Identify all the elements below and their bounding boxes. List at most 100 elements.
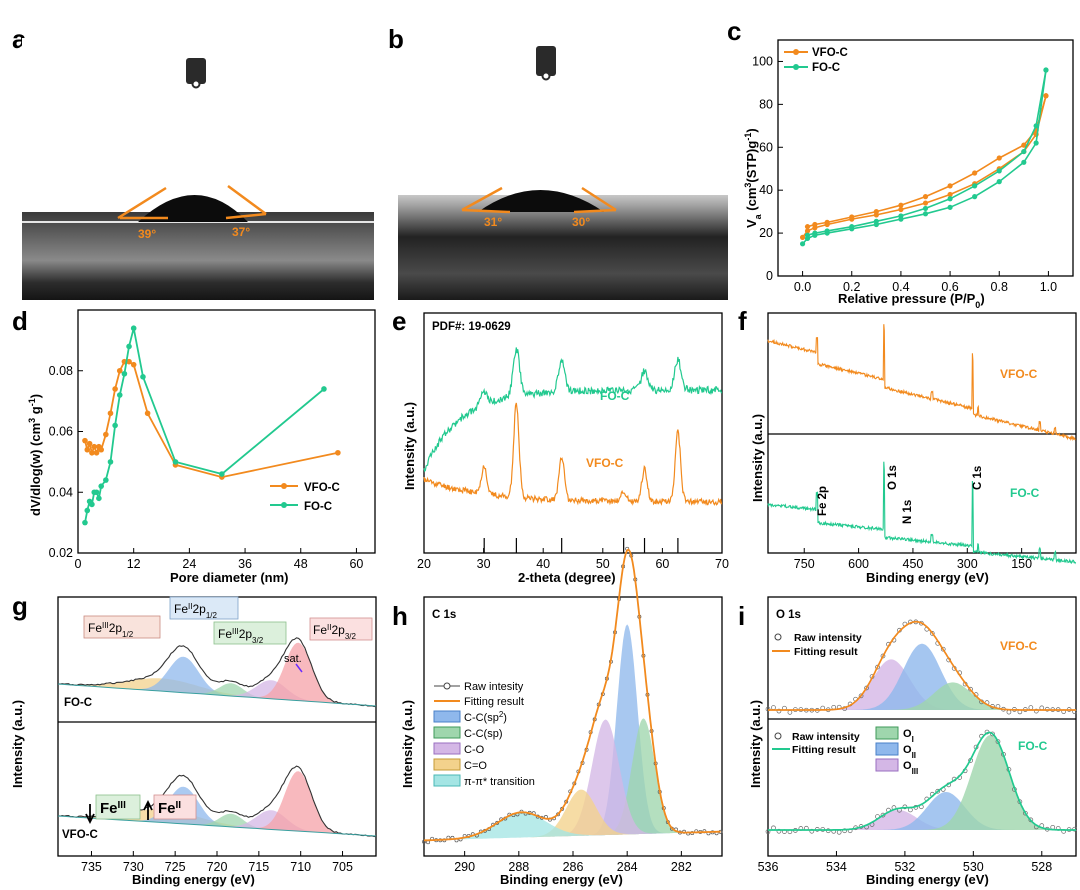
panel-b-label: b	[388, 24, 404, 54]
plot-frame	[423, 312, 723, 554]
series-line-fo-c	[767, 461, 1077, 565]
legend-swatch-o3	[875, 758, 899, 772]
angle-marker-left	[117, 186, 168, 220]
raw-point	[787, 710, 793, 715]
label-satellite: sat.	[284, 653, 302, 665]
y-tick-label: 60	[759, 140, 773, 154]
x-tick-label: 282	[671, 860, 692, 874]
label-orbital: 2p	[109, 621, 123, 635]
raw-point	[1028, 817, 1034, 823]
label-box	[213, 621, 287, 645]
x-tick-label: 1.0	[1040, 280, 1057, 294]
arrow-up-icon	[143, 799, 153, 820]
x-tick-label: 530	[963, 860, 984, 874]
x-tick-label: 30	[477, 557, 491, 571]
panel-c: c 0.0 0.2 0.4 0.6 0.8 1.0 0 20 40 60 80 100 VFO-C F…	[727, 16, 1074, 310]
data-point	[144, 410, 151, 417]
panel-f-label: f	[738, 306, 747, 336]
data-point	[84, 446, 91, 453]
peak-label-fe2p: Fe 2p	[817, 486, 829, 516]
series-group	[422, 546, 723, 845]
y-tick-label: 80	[759, 97, 773, 111]
data-point	[1021, 159, 1027, 165]
series-label-fo-c: FO-C	[1018, 739, 1048, 753]
axis-ticks: 735 730 725 720 715 710 705	[81, 851, 353, 874]
x-tick-label: 528	[1031, 860, 1052, 874]
fit-component	[58, 813, 376, 836]
label-sub: 1/2	[206, 611, 218, 620]
peak-label-o1s: O 1s	[887, 465, 899, 490]
legend-label-raw: Raw intensity	[794, 632, 862, 644]
raw-point	[864, 685, 869, 691]
panel-b-droplet	[478, 190, 604, 212]
data-point	[96, 495, 102, 502]
data-point	[219, 471, 225, 477]
axis-ticks: 290 288 286 284 282	[454, 851, 692, 874]
data-point	[98, 483, 105, 489]
plot-frame	[767, 596, 1077, 857]
x-axis-label: Binding energy (eV)	[866, 872, 989, 887]
legend-o2-main: O	[903, 744, 912, 756]
data-point	[116, 367, 123, 374]
raw-point	[836, 829, 842, 835]
raw-point	[1006, 709, 1012, 715]
data-point	[824, 219, 830, 225]
data-point	[898, 206, 904, 213]
panel-e-label: e	[392, 306, 406, 336]
label-fe-iii-box: FeIII	[95, 794, 141, 820]
plot-title: O 1s	[776, 609, 801, 621]
data-point	[1043, 93, 1049, 99]
raw-point	[875, 664, 880, 670]
panel-b: b 31° 30°	[388, 24, 728, 300]
label-sup: III	[118, 800, 127, 811]
panel-g: g 735 730 725 720 715 710 705 FeIII2p1/2 FeII2…	[10, 591, 377, 887]
y-tick-label: 0.06	[49, 425, 73, 439]
data-point	[849, 224, 855, 230]
data-point	[922, 211, 929, 217]
legend-bottom: Raw intensity Fitting result OI OII OIII	[772, 726, 918, 776]
x-tick-label: 710	[290, 860, 311, 874]
axis-ticks: 536 534 532 530 528	[758, 851, 1052, 874]
raw-point	[995, 739, 1001, 744]
label-sup: III	[102, 621, 109, 630]
x-tick-label: 284	[617, 860, 638, 874]
needle-tip-icon	[191, 79, 201, 89]
data-point	[799, 234, 806, 240]
data-point	[873, 209, 879, 215]
series-line-vfo-c	[801, 95, 1047, 238]
data-point	[107, 410, 114, 417]
y-tick-label: 0	[766, 269, 773, 283]
label-sub: 3/2	[252, 636, 264, 645]
data-point	[947, 204, 953, 210]
x-tick-label: 70	[715, 557, 729, 571]
y-axis-label: Va (cm3(STP)g-1)	[743, 128, 763, 228]
data-point	[130, 325, 137, 332]
series-group	[82, 325, 341, 526]
data-point	[849, 214, 855, 220]
series-group	[423, 347, 723, 553]
x-axis-label: Binding energy (eV)	[866, 570, 989, 585]
data-point	[922, 205, 929, 212]
x-axis-label: Binding energy (eV)	[500, 872, 623, 887]
raw-point	[1023, 810, 1028, 816]
fit-component	[58, 642, 376, 706]
pdf-reference-label: PDF#: 19-0629	[432, 321, 511, 333]
data-point	[130, 361, 137, 368]
data-point	[996, 155, 1002, 161]
panel-e: e 20 30 40 50 60 70 PDF#: 19-0629 FO-C VFO-C …	[392, 306, 729, 585]
fit-component	[424, 789, 722, 841]
x-axis-label: Pore diameter (nm)	[170, 570, 288, 585]
data-point	[1033, 140, 1039, 146]
plot-frame	[777, 39, 1074, 277]
legend-marker-raw	[443, 682, 451, 690]
series-line-vfo-c	[767, 324, 1076, 442]
legend-marker-fo-c	[793, 64, 799, 70]
legend-label-fit: Fitting result	[794, 646, 858, 658]
x-tick-label: 705	[332, 860, 353, 874]
axis-ticks: 750 600 450 300 150	[794, 548, 1032, 571]
label-text: FeII	[158, 800, 181, 818]
legend-label-fo-c: FO-C	[304, 501, 332, 513]
data-point	[812, 221, 818, 228]
panel-c-label: c	[727, 16, 741, 46]
legend-label-vfo-c: VFO-C	[812, 47, 848, 59]
